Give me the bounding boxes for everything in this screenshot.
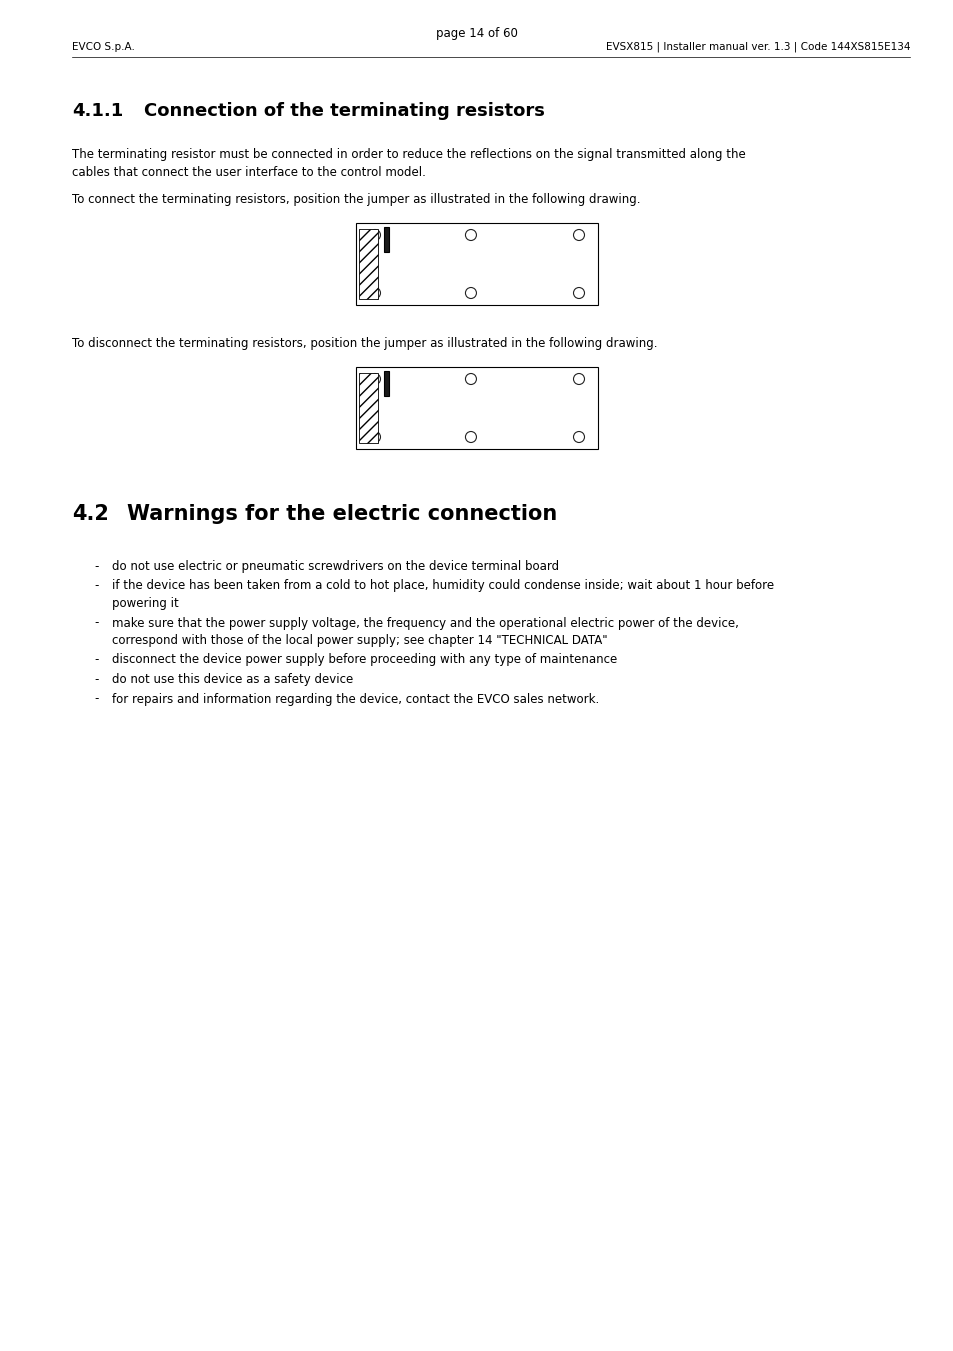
Text: make sure that the power supply voltage, the frequency and the operational elect: make sure that the power supply voltage,… bbox=[112, 616, 739, 630]
Text: -: - bbox=[94, 616, 98, 630]
Text: -: - bbox=[94, 693, 98, 705]
Text: 4.1.1: 4.1.1 bbox=[71, 101, 123, 120]
Circle shape bbox=[465, 230, 476, 240]
Circle shape bbox=[369, 373, 380, 385]
Text: -: - bbox=[94, 673, 98, 686]
Circle shape bbox=[369, 431, 380, 443]
Text: To connect the terminating resistors, position the jumper as illustrated in the : To connect the terminating resistors, po… bbox=[71, 193, 639, 205]
Text: if the device has been taken from a cold to hot place, humidity could condense i: if the device has been taken from a cold… bbox=[112, 580, 773, 593]
Circle shape bbox=[465, 431, 476, 443]
Circle shape bbox=[573, 431, 584, 443]
Text: disconnect the device power supply before proceeding with any type of maintenanc: disconnect the device power supply befor… bbox=[112, 654, 617, 666]
Bar bbox=[384, 372, 389, 396]
Circle shape bbox=[369, 288, 380, 299]
Text: do not use this device as a safety device: do not use this device as a safety devic… bbox=[112, 673, 353, 686]
Text: Connection of the terminating resistors: Connection of the terminating resistors bbox=[144, 101, 544, 120]
Text: do not use electric or pneumatic screwdrivers on the device terminal board: do not use electric or pneumatic screwdr… bbox=[112, 561, 558, 573]
Bar bbox=[355, 223, 598, 305]
Circle shape bbox=[573, 230, 584, 240]
Text: -: - bbox=[94, 561, 98, 573]
Text: 4.2: 4.2 bbox=[71, 504, 109, 524]
Circle shape bbox=[573, 373, 584, 385]
Circle shape bbox=[465, 288, 476, 299]
Text: EVCO S.p.A.: EVCO S.p.A. bbox=[71, 42, 134, 51]
Text: correspond with those of the local power supply; see chapter 14 "TECHNICAL DATA": correspond with those of the local power… bbox=[112, 634, 607, 647]
Text: for repairs and information regarding the device, contact the EVCO sales network: for repairs and information regarding th… bbox=[112, 693, 598, 705]
Circle shape bbox=[573, 288, 584, 299]
Text: -: - bbox=[94, 580, 98, 593]
Circle shape bbox=[369, 230, 380, 240]
Text: powering it: powering it bbox=[112, 597, 178, 611]
Text: Warnings for the electric connection: Warnings for the electric connection bbox=[127, 504, 557, 524]
Text: -: - bbox=[94, 654, 98, 666]
Circle shape bbox=[465, 373, 476, 385]
Bar bbox=[355, 367, 598, 449]
Bar bbox=[384, 227, 389, 251]
Text: To disconnect the terminating resistors, position the jumper as illustrated in t: To disconnect the terminating resistors,… bbox=[71, 336, 657, 350]
Text: EVSX815 | Installer manual ver. 1.3 | Code 144XS815E134: EVSX815 | Installer manual ver. 1.3 | Co… bbox=[605, 42, 909, 53]
Text: The terminating resistor must be connected in order to reduce the reflections on: The terminating resistor must be connect… bbox=[71, 149, 745, 161]
Text: page 14 of 60: page 14 of 60 bbox=[436, 27, 517, 41]
Bar bbox=[358, 230, 377, 299]
Bar bbox=[358, 373, 377, 443]
Text: cables that connect the user interface to the control model.: cables that connect the user interface t… bbox=[71, 166, 425, 180]
